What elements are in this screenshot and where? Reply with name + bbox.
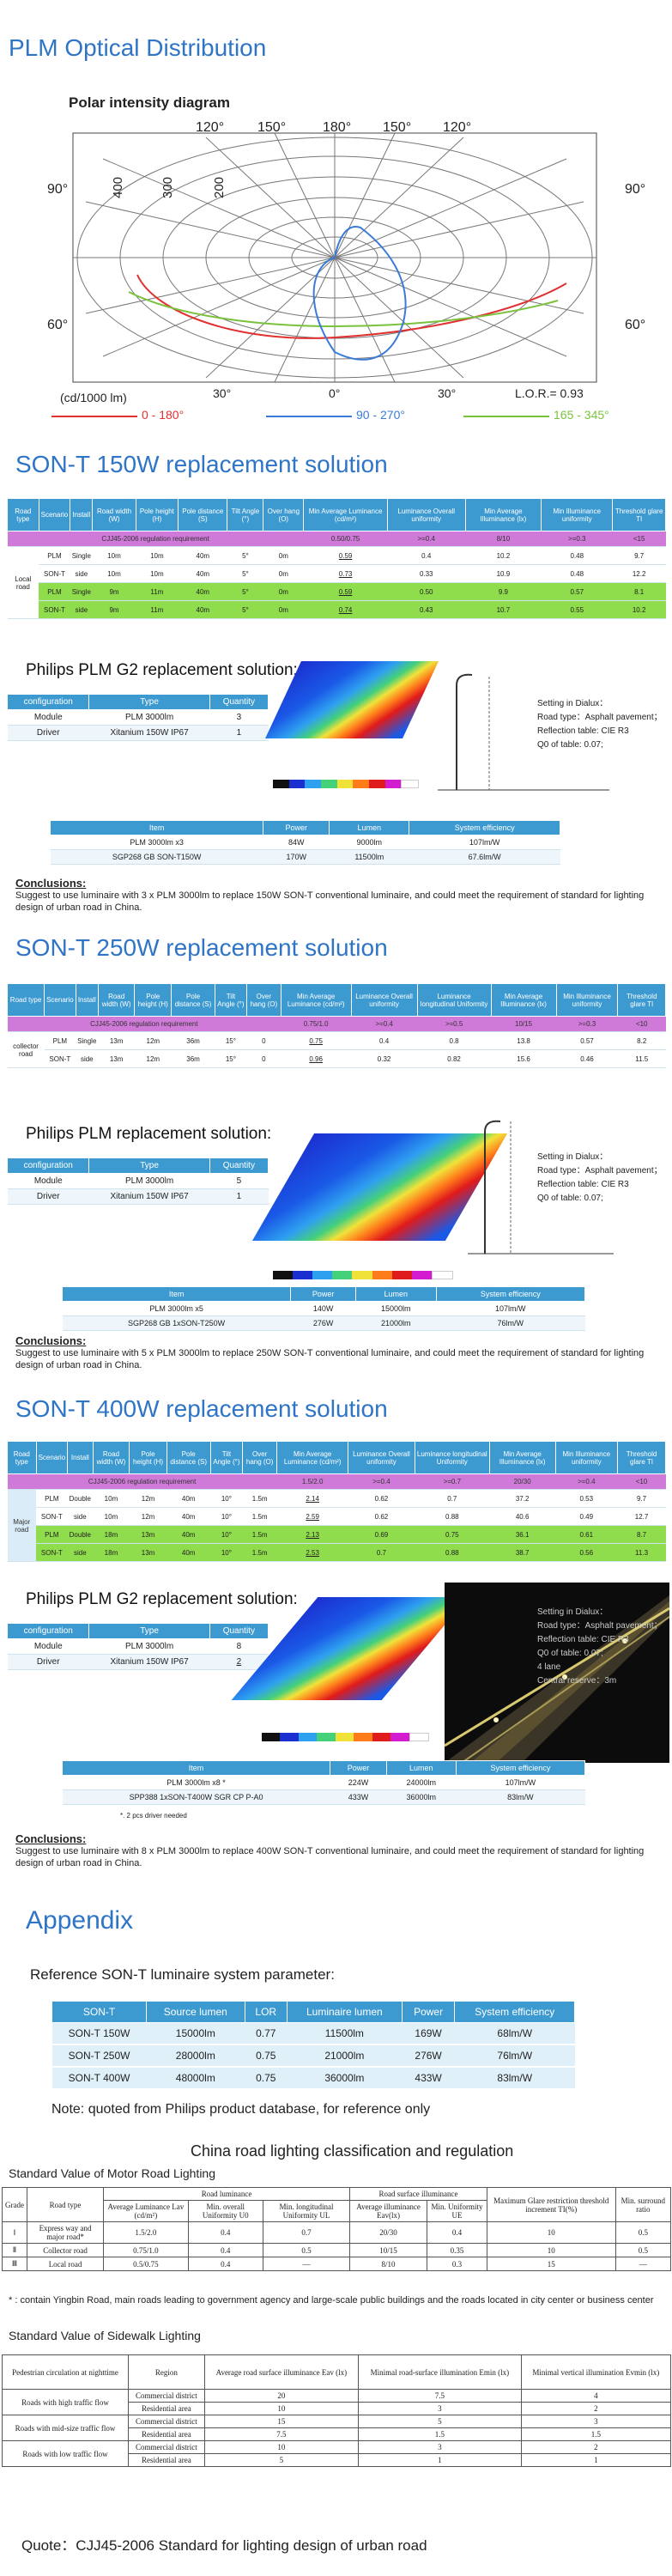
table-row: Roads with mid-size traffic flow Commerc… — [1, 2415, 672, 2441]
polar-lor: L.O.R.= 0.93 — [515, 386, 584, 400]
dialux-settings-150: Setting in Dialux： Road type：Asphalt pav… — [537, 699, 663, 750]
conclusion-250: Conclusions: Suggest to use luminaire wi… — [15, 1334, 645, 1371]
sidewalk-table-title: Standard Value of Sidewalk Lighting — [9, 2329, 201, 2342]
table-row: PLM Single 9m 11m 40m 5° 0m 0.59 0.50 9.… — [8, 582, 666, 601]
radial-label: 400 — [111, 176, 126, 199]
table-row: SON-T side 10m 10m 40m 5° 0m 0.73 0.33 1… — [8, 564, 666, 583]
pole-diagram — [438, 670, 627, 794]
legend-swatch — [463, 416, 549, 417]
motor-footnote: * : contain Yingbin Road, main roads lea… — [9, 2295, 654, 2306]
table-row: collector road PLM Single 13m 12m 36m 15° 0 0.7… — [7, 1031, 666, 1068]
angle-label: 0° — [329, 386, 341, 400]
polar-legend: 0 - 180° 90 - 270° 165 - 345° — [51, 408, 652, 427]
table-row: SON-T side 13m 12m 36m 15° 0 0.96 0.32 0.82 15.6 0.… — [8, 1049, 666, 1068]
angle-label: 90° — [47, 182, 69, 197]
legend-label: 90 - 270° — [356, 408, 405, 422]
table-row: Residential area 5 1 1 — [3, 2453, 672, 2467]
motor-table-title: Standard Value of Motor Road Lighting — [9, 2166, 216, 2180]
angle-label: 120° — [443, 120, 472, 135]
sidewalk-standard-table: Pedestrian circulation at nighttime Regi… — [1, 2354, 672, 2467]
section-title-150: SON-T 150W replacement solution — [15, 451, 388, 477]
appendix-note: Note: quoted from Philips product databa… — [51, 2102, 431, 2117]
table-row: Roads with high traffic flow Commercial … — [1, 2389, 672, 2415]
driver-note: *. 2 pcs driver needed — [120, 1812, 187, 1820]
config-table-400: configuration Type Quantity Module PLM 3000… — [6, 1623, 269, 1670]
radial-label: 200 — [212, 176, 227, 199]
angle-label: 180° — [323, 120, 352, 135]
angle-label: 150° — [257, 120, 287, 135]
pole-diagram — [468, 1116, 622, 1258]
subtitle-150: Philips PLM G2 replacement solution: — [26, 661, 298, 679]
angle-label: 120° — [196, 120, 225, 135]
param-table-150: Road type Scenario Install Road width (W… — [7, 498, 666, 619]
compare-table-250: Item Power Lumen System efficiency PLM 3000… — [61, 1286, 586, 1331]
table-row: Local road PLM Single 10m 10m 40m 5° 0m … — [7, 546, 666, 619]
table-row: SON-T 400W 48000lm 0.75 36000lm 433W 83lm/W — [51, 2067, 575, 2090]
angle-label: 60° — [47, 318, 69, 332]
config-table-250: configuration Type Quantity Module PLM 3000… — [6, 1157, 269, 1205]
page-title: PLM Optical Distribution — [9, 34, 267, 61]
angle-label: 90° — [625, 182, 646, 197]
angle-label: 150° — [383, 120, 412, 135]
table-row: PLM Double 18m 13m 40m 10° 1.5m 2.13 0.69 0.75 36.… — [8, 1525, 666, 1544]
compare-table-150: Item Power Lumen System efficiency PLM 3000… — [49, 820, 560, 865]
dialux-settings-250: Setting in Dialux： Road type：Asphalt pav… — [537, 1152, 663, 1203]
config-table-150: configuration Type Quantity Module PLM 3000… — [6, 694, 269, 741]
compare-table-400: Item Power Lumen System efficiency PLM 3000… — [61, 1760, 586, 1805]
legend-label: 0 - 180° — [142, 408, 185, 422]
curve-90-270 — [312, 226, 407, 361]
conclusion-150: Conclusions: Suggest to use luminaire wi… — [15, 877, 645, 914]
appendix-title: Appendix — [26, 1906, 134, 1935]
polar-title: Polar intensity diagram — [69, 94, 230, 111]
legend-label: 165 - 345° — [554, 408, 609, 422]
appendix-ref-title: Reference SON-T luminaire system paramet… — [30, 1966, 335, 1983]
angle-label: 30° — [213, 386, 232, 400]
appendix-table: SON-T Source lumen LOR Luminaire lumen Power… — [51, 2001, 575, 2090]
table-row: Ⅱ Collector road 0.75/1.0 0.4 0.5 10/15 0.35 10… — [2, 2243, 672, 2257]
legend-swatch — [266, 416, 352, 417]
section-title-250: SON-T 250W replacement solution — [15, 934, 388, 961]
param-table-400: Road type Scenario Install Road width (W) Po… — [7, 1441, 666, 1562]
polar-diagram — [51, 107, 601, 416]
curve-165-345 — [128, 291, 559, 328]
table-row: Roads with low traffic flow Commercial d… — [1, 2440, 672, 2467]
subtitle-400: Philips PLM G2 replacement solution: — [26, 1590, 298, 1608]
subtitle-250: Philips PLM replacement solution: — [26, 1125, 272, 1143]
polar-chart-svg — [72, 132, 597, 383]
table-row: Ⅰ Express way and major road* 1.5/2.0 0.4 0.… — [2, 2221, 672, 2244]
table-row: SON-T side 18m 13m 40m 10° 1.5m 2.53 0.7 0.88 38.7… — [8, 1543, 666, 1562]
angle-label: 30° — [438, 386, 457, 400]
table-row: SON-T side 10m 12m 40m 10° 1.5m 2.59 0.62 0.88 40.… — [8, 1507, 666, 1526]
section-title-400: SON-T 400W replacement solution — [15, 1395, 388, 1422]
heatmap-colorbar — [273, 780, 420, 788]
road-night-render — [444, 1583, 670, 1764]
conclusion-400: Conclusions: Suggest to use luminaire wi… — [15, 1832, 645, 1869]
heatmap-colorbar — [262, 1733, 429, 1741]
table-row: SON-T 250W 28000lm 0.75 21000lm 276W 76lm/W — [51, 2044, 575, 2068]
motor-standard-table: Grade Road type Road luminance Road surf… — [2, 2187, 672, 2271]
param-table-250: Road type Scenario Install Road width (W) Po… — [6, 983, 666, 1068]
table-row: Major road PLM Double 10m 12m 40m 10° 1.5m 2.14… — [7, 1489, 666, 1562]
heatmap-colorbar — [273, 1271, 453, 1279]
polar-unit: (cd/1000 lm) — [60, 391, 127, 404]
table-row: SON-T side 9m 11m 40m 5° 0m 0.74 0.43 10… — [8, 600, 666, 619]
standard-quote: Quote：CJJ45-2006 Standard for lighting d… — [21, 2537, 427, 2554]
china-title: China road lighting classification and r… — [191, 2142, 514, 2160]
legend-swatch — [51, 416, 137, 417]
table-row: SON-T 150W 15000lm 0.77 11500lm 169W 68lm/W — [51, 2022, 575, 2045]
dialux-settings-400: Setting in Dialux： Road type：Asphalt pav… — [537, 1607, 663, 1686]
angle-label: 60° — [625, 318, 646, 332]
table-row: Ⅲ Local road 0.5/0.75 0.4—8/10 0.3 15— — [2, 2257, 672, 2271]
radial-label: 300 — [160, 176, 176, 199]
